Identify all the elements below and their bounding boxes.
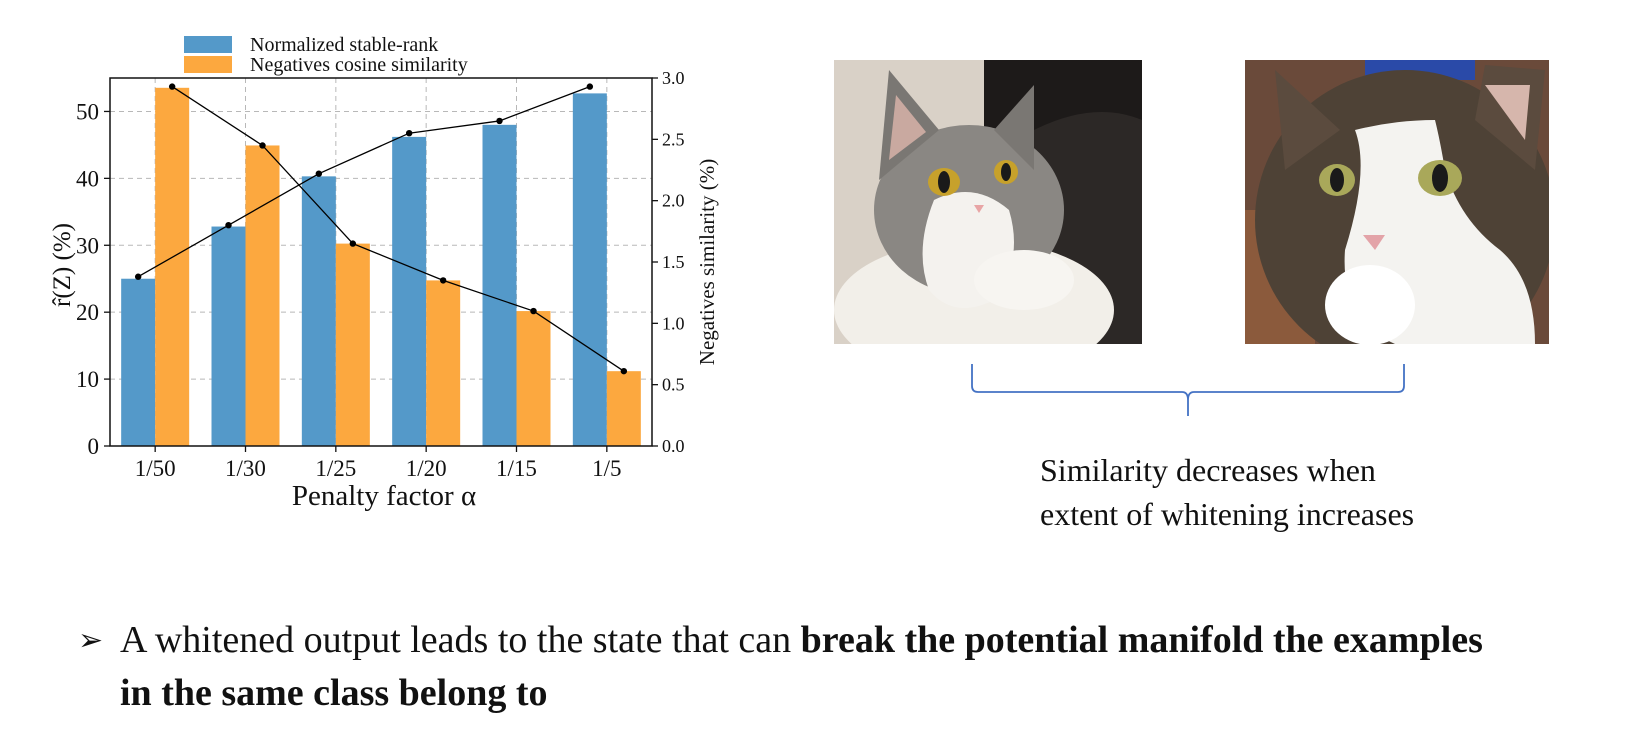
line-marker [439,277,447,284]
bullet-point: ➢ A whitened output leads to the state t… [78,614,1498,720]
bar-stable-rank [572,93,607,446]
bars [121,87,641,447]
y2-tick-label: 2.0 [662,191,685,211]
x-axis-label: Penalty factor α [292,480,476,512]
bar-cosine-similarity [245,145,280,446]
y2-tick-label: 0.5 [662,375,685,395]
series-line [137,85,591,278]
x-tick-label: 1/5 [592,456,621,481]
caption-line-1: Similarity decreases when [1040,452,1376,488]
bar-cosine-similarity [335,243,370,446]
line-marker [586,83,594,90]
y-axis-label: r̂(Z) (%) [49,223,76,307]
bar-stable-rank [211,226,246,446]
cat-photo-right [1245,60,1549,344]
legend-label: Negatives cosine similarity [250,54,468,76]
bar-stable-rank [392,136,427,446]
bullet-text-bold: break the potential manifold the example… [120,619,1483,714]
bar-stable-rank [482,124,517,446]
axes: 0 10 20 30 40 50 0.0 0.5 1.0 1.5 2.0 2.5 3.0 1/50 1/30… [76,68,685,481]
x-tick-label: 1/20 [406,456,447,481]
y-tick-label: 50 [76,99,99,124]
x-tick-label: 1/25 [315,456,356,481]
line-marker [405,130,413,137]
y-tick-label: 10 [76,367,99,392]
y2-tick-label: 2.5 [662,129,685,149]
bar-cosine-similarity [155,87,190,447]
bullet-text: A whitened output leads to the state tha… [120,614,1498,720]
line-marker [168,83,176,90]
bar-cosine-similarity [606,371,641,446]
bar-cosine-similarity [516,311,551,446]
line-marker [349,240,357,247]
y2-tick-label: 3.0 [662,68,685,88]
cat-grey-white-icon [834,60,1142,344]
bullet-text-normal: A whitened output leads to the state tha… [120,619,801,661]
y2-axis-label: Negatives similarity (%) [695,159,719,365]
bar-chart: 0 10 20 30 40 50 0.0 0.5 1.0 1.5 2.0 2.5 3.0 1/50 1/30… [49,34,719,512]
bar-stable-rank [121,278,156,446]
legend-swatch [184,56,232,73]
x-tick-label: 1/50 [135,456,176,481]
y-tick-label: 20 [76,300,99,325]
x-tick-label: 1/30 [225,456,266,481]
bar-cosine-similarity [426,280,461,446]
arrow-bullet-icon: ➢ [78,623,104,658]
y-tick-label: 0 [88,434,100,459]
x-tick-label: 1/15 [496,456,537,481]
y-tick-label: 30 [76,233,99,258]
y-tick-label: 40 [76,166,99,191]
line-marker [225,222,232,229]
plot-frame [109,77,653,447]
legend-label: Normalized stable-rank [250,34,438,56]
line-marker [315,170,323,177]
y2-tick-label: 0.0 [662,436,685,456]
series-lines [134,83,628,375]
line-marker [496,117,503,125]
line-marker [620,367,628,375]
line-marker [134,273,142,280]
legend-swatch [184,36,232,53]
caption-line-2: extent of whitening increases [1040,496,1415,532]
grid-lines [110,78,652,447]
cat-photo-left [834,60,1142,344]
cat-tabby-white-icon [1245,60,1549,344]
line-marker [259,142,266,149]
y2-tick-label: 1.5 [662,252,685,272]
bar-stable-rank [301,176,336,446]
y2-tick-label: 1.0 [662,313,685,333]
image-caption: Similarity decreases when extent of whit… [1040,448,1500,536]
series-line [171,86,625,372]
curly-brace-icon [971,364,1405,416]
line-marker [530,307,537,315]
